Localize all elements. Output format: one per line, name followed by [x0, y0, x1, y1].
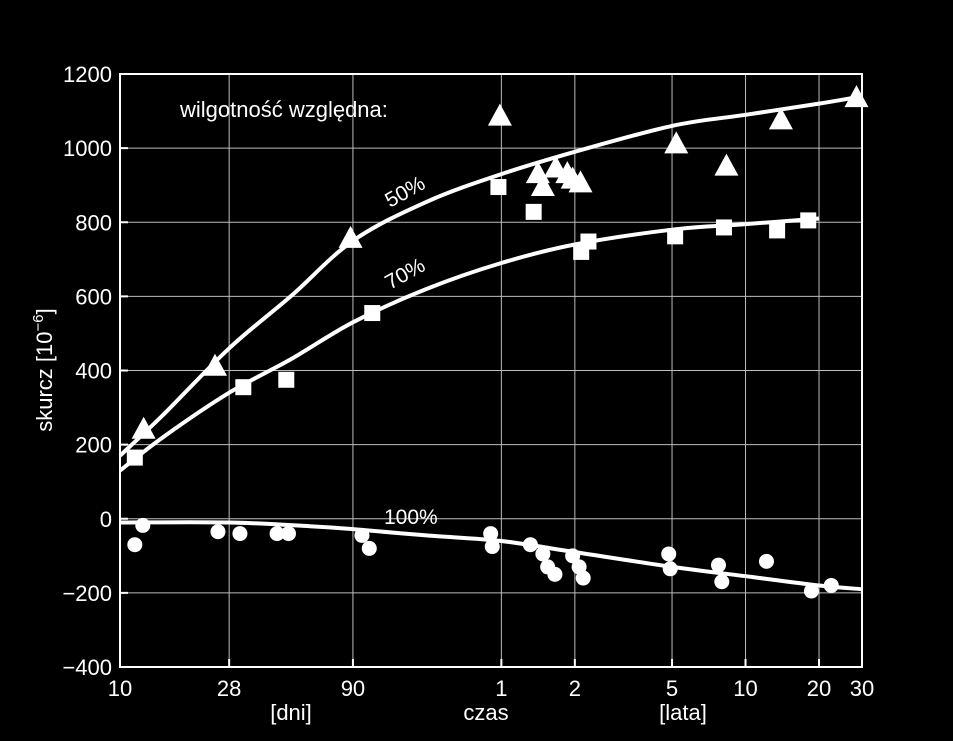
- x-axis-label: czas: [463, 700, 508, 725]
- marker-square-70: [580, 233, 597, 250]
- marker-circle-100: [547, 566, 563, 582]
- x-tick-label: 30: [850, 676, 874, 701]
- marker-triangle-50: [664, 131, 689, 154]
- y-tick-label: 800: [75, 210, 112, 235]
- marker-circle-100: [535, 546, 551, 562]
- marker-circle-100: [758, 553, 774, 569]
- x-tick-label: 2: [569, 676, 581, 701]
- marker-circle-100: [710, 557, 726, 573]
- x-tick-label: 5: [666, 676, 678, 701]
- x-tick-label: 90: [341, 676, 365, 701]
- marker-circle-100: [127, 537, 143, 553]
- marker-circle-100: [714, 574, 730, 590]
- y-tick-label: 1000: [63, 136, 112, 161]
- series-label-100: 100%: [384, 506, 438, 529]
- marker-square-70: [126, 449, 143, 466]
- marker-circle-100: [522, 537, 538, 553]
- legend-title: wilgotność względna:: [179, 97, 388, 122]
- x-tick-label: 28: [217, 676, 241, 701]
- fitted-curves: [118, 94, 863, 592]
- marker-circle-100: [135, 517, 151, 533]
- x-tick-label: 1: [495, 676, 507, 701]
- marker-triangle-50: [714, 153, 739, 176]
- marker-square-70: [667, 228, 684, 245]
- x-axis-label-days: [dni]: [270, 700, 312, 725]
- y-tick-label: −400: [62, 655, 112, 680]
- marker-circle-100: [269, 526, 285, 542]
- marker-triangle-50: [131, 416, 156, 439]
- marker-circle-100: [354, 527, 370, 543]
- y-axis-label-suffix: ]: [32, 308, 57, 314]
- marker-square-70: [769, 222, 786, 239]
- marker-circle-100: [565, 548, 581, 564]
- marker-circle-100: [210, 524, 226, 540]
- marker-circle-100: [232, 526, 248, 542]
- marker-square-70: [800, 212, 817, 229]
- x-tick-label: 10: [733, 676, 757, 701]
- y-axis-label-base: skurcz [10: [32, 331, 57, 431]
- y-axis-label-exponent: −6: [30, 314, 47, 331]
- x-tick-label: 10: [108, 676, 132, 701]
- curve-100: [119, 520, 863, 592]
- curve-70: [118, 216, 820, 473]
- marker-triangle-50: [338, 225, 363, 248]
- marker-circle-100: [483, 526, 499, 542]
- marker-square-70: [235, 379, 252, 396]
- y-tick-label: 600: [75, 284, 112, 309]
- marker-triangle-50: [568, 170, 593, 193]
- x-tick-label: 20: [807, 676, 831, 701]
- y-tick-label: 1200: [63, 62, 112, 87]
- marker-square-70: [715, 219, 732, 236]
- y-tick-label: 400: [75, 359, 112, 384]
- marker-circle-100: [484, 539, 500, 555]
- y-tick-label: 200: [75, 433, 112, 458]
- marker-square-70: [364, 305, 381, 322]
- marker-circle-100: [575, 570, 591, 586]
- marker-circle-100: [661, 546, 677, 562]
- marker-circle-100: [662, 561, 678, 577]
- marker-square-70: [525, 203, 542, 220]
- y-tick-label: −200: [62, 581, 112, 606]
- axis-ticks: 10 28 90 1 2 5 10 20 30 1200 1000 800 600 400 200 0 −200…: [62, 62, 874, 701]
- marker-square-70: [490, 179, 507, 196]
- marker-circle-100: [803, 583, 819, 599]
- marker-circle-100: [280, 526, 296, 542]
- marker-triangle-50: [202, 353, 227, 376]
- marker-triangle-50: [768, 107, 793, 130]
- marker-circle-100: [823, 577, 839, 593]
- marker-square-70: [278, 371, 295, 388]
- x-axis-label-years: [lata]: [659, 700, 707, 725]
- curve-50: [118, 94, 863, 458]
- marker-triangle-50: [487, 103, 512, 126]
- marker-triangle-50: [530, 174, 555, 197]
- marker-circle-100: [361, 540, 377, 556]
- y-tick-label: 0: [100, 507, 112, 532]
- y-axis-label: skurcz [10−6]: [30, 308, 57, 432]
